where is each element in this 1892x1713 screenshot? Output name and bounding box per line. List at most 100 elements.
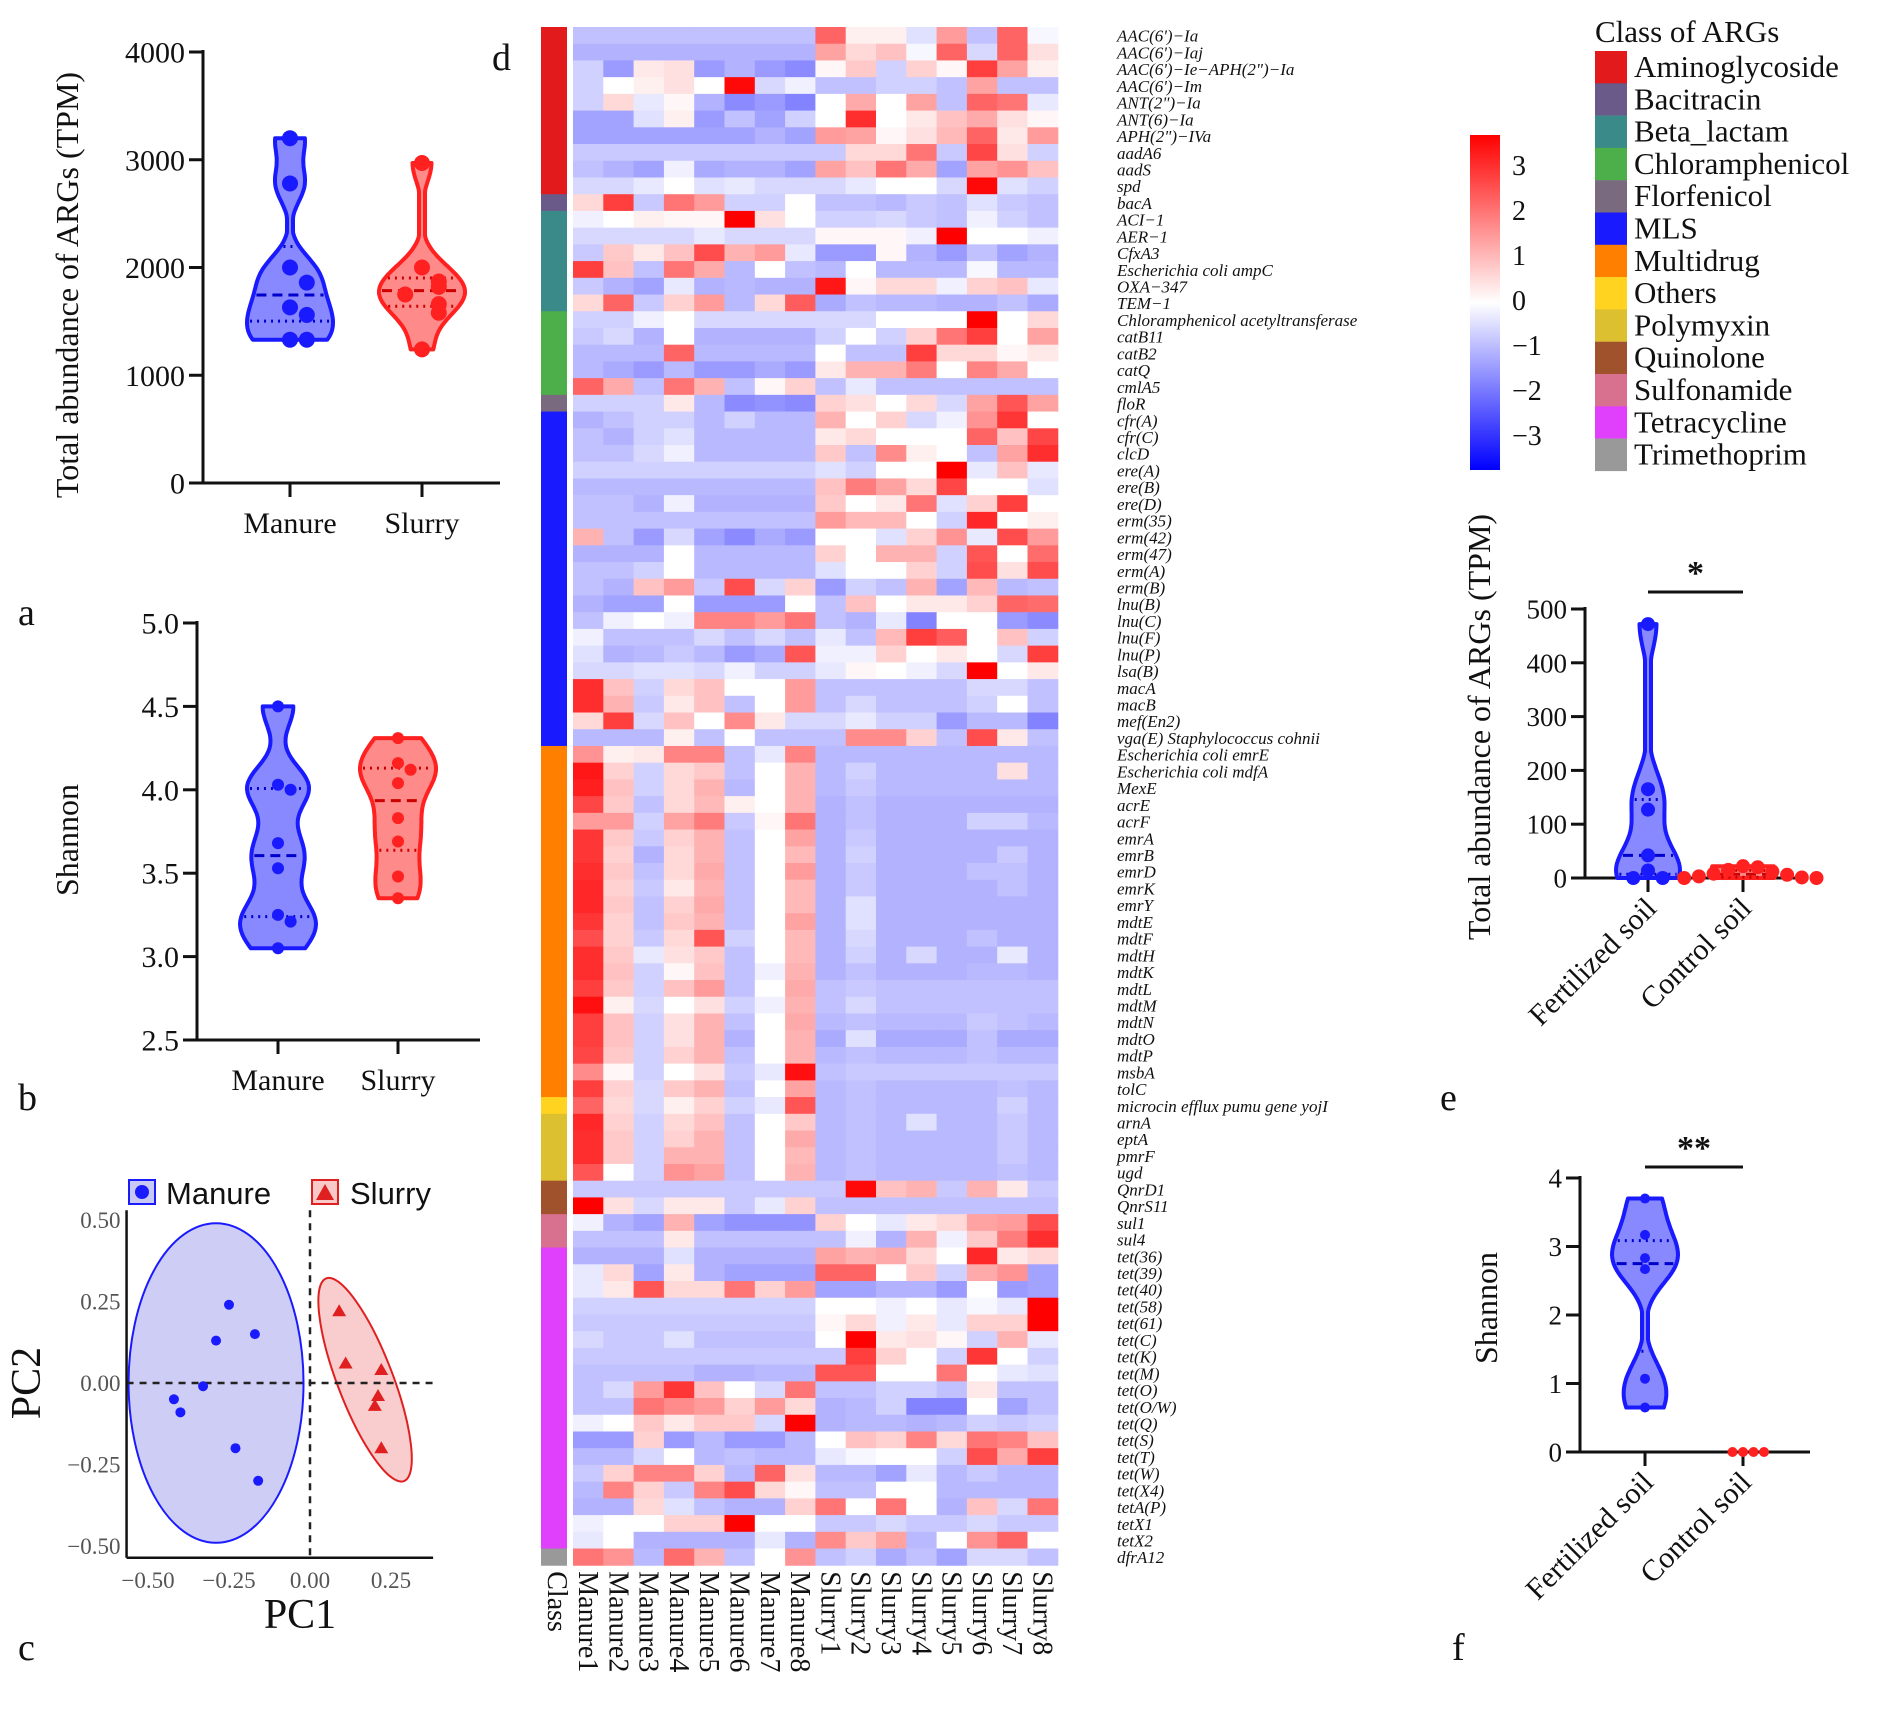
column-label: Slurry6	[966, 1571, 997, 1655]
heatmap-cell	[754, 528, 786, 546]
heatmap-cell	[603, 428, 635, 446]
heatmap-cell	[1027, 1013, 1059, 1031]
legend-label: Tetracycline	[1634, 404, 1787, 439]
heatmap-cell	[785, 194, 816, 212]
heatmap-cell	[754, 829, 786, 847]
gene-label: tetX2	[1117, 1532, 1153, 1551]
heatmap-cell	[694, 1448, 725, 1466]
heatmap-cell	[785, 1464, 816, 1483]
heatmap-cell	[573, 27, 604, 45]
heatmap-cell	[663, 244, 695, 262]
data-point	[1809, 871, 1824, 885]
heatmap-cell	[997, 712, 1028, 730]
heatmap-cell	[785, 1247, 816, 1265]
gene-label: acrF	[1117, 813, 1151, 832]
heatmap-cell	[663, 1230, 695, 1249]
heatmap-cell	[785, 645, 816, 663]
column-label: Slurry3	[875, 1571, 906, 1655]
heatmap-cell	[966, 478, 998, 496]
heatmap-cell	[936, 695, 968, 714]
heatmap-cell	[966, 77, 998, 95]
heatmap-cell	[936, 1013, 968, 1031]
legend-swatch	[1595, 277, 1627, 310]
heatmap-cell	[724, 963, 756, 981]
heatmap-cell	[845, 144, 877, 162]
heatmap-cell	[936, 612, 968, 630]
heatmap-cell	[603, 110, 635, 128]
heatmap-cell	[603, 1398, 635, 1416]
heatmap-cell	[694, 511, 725, 530]
heatmap-cell	[906, 1481, 938, 1499]
heatmap-cell	[785, 1080, 816, 1098]
heatmap-cell	[1027, 1147, 1059, 1165]
heatmap-cell	[1027, 1381, 1059, 1399]
heatmap-cell	[724, 1030, 756, 1048]
heatmap-cell	[785, 210, 816, 229]
heatmap-cell	[603, 1147, 635, 1165]
heatmap-cell	[876, 378, 907, 396]
y-tick-label: 0.25	[80, 1290, 120, 1315]
heatmap-cell	[845, 1030, 877, 1048]
heatmap-cell	[966, 545, 998, 563]
heatmap-cell	[966, 946, 998, 964]
heatmap-cell	[694, 194, 725, 212]
heatmap-cell	[633, 1464, 665, 1483]
heatmap-cell	[633, 963, 665, 981]
heatmap-cell	[633, 43, 665, 61]
heatmap-cell	[603, 1113, 635, 1132]
gene-label: TEM−1	[1117, 294, 1171, 313]
heatmap-cell	[754, 929, 786, 948]
heatmap-cell	[876, 344, 907, 362]
heatmap-cell	[936, 879, 968, 897]
gene-label: emrD	[1117, 863, 1156, 882]
gene-label: ere(A)	[1117, 461, 1160, 480]
heatmap-cell	[966, 612, 998, 630]
heatmap-cell	[633, 311, 665, 329]
x-tick-label: Slurry	[385, 507, 460, 540]
heatmap-cell	[936, 946, 968, 964]
heatmap-cell	[936, 679, 968, 697]
column-label: Slurry8	[1027, 1571, 1058, 1655]
heatmap-cell	[694, 445, 725, 463]
heatmap-cell	[785, 913, 816, 931]
heatmap-cell	[876, 1080, 907, 1098]
heatmap-cell	[876, 1381, 907, 1399]
heatmap-cell	[633, 1063, 665, 1081]
heatmap-cell	[754, 428, 786, 446]
heatmap-cell	[936, 779, 968, 797]
gene-label: lnu(F)	[1117, 629, 1161, 648]
heatmap-cell	[603, 277, 635, 296]
heatmap-cell	[876, 528, 907, 546]
heatmap-cell	[815, 344, 847, 362]
heatmap-cell	[966, 93, 998, 112]
heatmap-cell	[1027, 1030, 1059, 1048]
heatmap-cell	[906, 177, 938, 195]
data-point	[414, 341, 430, 358]
heatmap-cell	[603, 1097, 635, 1115]
heatmap-cell	[1027, 344, 1059, 362]
heatmap-cell	[573, 1398, 604, 1416]
heatmap-cell	[966, 1347, 998, 1366]
heatmap-cell	[603, 1364, 635, 1382]
heatmap-cell	[845, 1347, 877, 1366]
y-tick-label: 300	[1527, 702, 1568, 732]
heatmap-cell	[724, 578, 756, 596]
heatmap-cell	[573, 796, 604, 814]
heatmap-cell	[906, 1364, 938, 1382]
heatmap-cell	[936, 93, 968, 112]
data-point	[1626, 871, 1641, 885]
heatmap-cell	[906, 879, 938, 897]
heatmap-cell	[603, 411, 635, 429]
heatmap-cell	[845, 1331, 877, 1349]
heatmap-cell	[876, 1331, 907, 1349]
y-tick-label: 0	[1549, 1437, 1563, 1467]
heatmap-cell	[876, 913, 907, 931]
heatmap-cell	[754, 695, 786, 714]
heatmap-cell	[936, 595, 968, 613]
heatmap-cell	[754, 1230, 786, 1249]
heatmap-cell	[1027, 110, 1059, 128]
heatmap-cell	[936, 1147, 968, 1165]
heatmap-cell	[997, 160, 1028, 178]
heatmap-cell	[754, 227, 786, 245]
heatmap-cell	[603, 1214, 635, 1232]
